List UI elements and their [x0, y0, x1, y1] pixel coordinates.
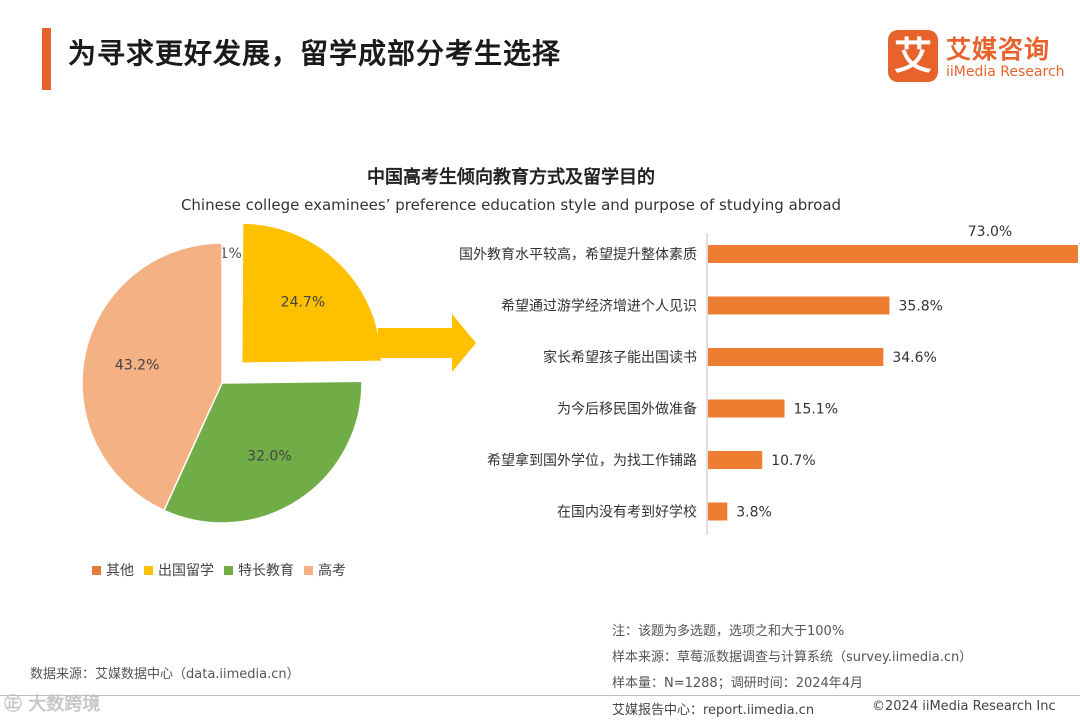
report-center-link[interactable]: 艾媒报告中心：report.iimedia.cn [612, 703, 815, 718]
logo-chinese-name: 艾媒咨询 [946, 35, 1051, 64]
pie-label-gaokao: 43.2% [115, 358, 159, 374]
page-title: 为寻求更好发展，留学成部分考生选择 [68, 37, 562, 70]
bar-value-label: 73.0% [968, 224, 1012, 240]
legend-label-gaokao: 高考 [318, 563, 346, 579]
legend-swatch-abroad [144, 565, 153, 575]
bar-0 [708, 245, 1078, 263]
footer-divider [0, 695, 1080, 696]
legend-item-gaokao: 高考 [304, 560, 346, 580]
pie-slice-gaokao [81, 242, 223, 512]
legend-item-other: 其他 [92, 560, 134, 580]
chart-subtitle: Chinese college examinees’ preference ed… [180, 196, 842, 214]
legend-item-abroad: 出国留学 [144, 560, 214, 580]
bar-5 [708, 502, 728, 521]
legend-item-special: 特长教育 [224, 560, 294, 580]
pie-label-abroad: 24.7% [281, 295, 325, 311]
pie-label-special: 32.0% [247, 449, 291, 465]
bar-category-label: 为今后移民国外做准备 [557, 401, 697, 418]
bar-value-label: 35.8% [898, 299, 942, 315]
bar-category-label: 希望拿到国外学位，为找工作铺路 [487, 452, 697, 469]
bar-value-label: 10.7% [771, 453, 815, 469]
legend-label-other: 其他 [106, 563, 134, 579]
multi-select-note: 注：该题为多选题，选项之和大于100% [612, 624, 845, 639]
pie-slice-abroad [240, 222, 383, 364]
pie-slice-special [162, 380, 363, 524]
legend-swatch-other [92, 565, 101, 575]
bar-category-label: 在国内没有考到好学校 [557, 504, 697, 521]
pie-legend: 其他 出国留学 特长教育 高考 [92, 560, 346, 580]
connector-arrow [378, 314, 476, 372]
bar-1 [708, 296, 890, 315]
bar-value-label: 3.8% [736, 505, 772, 521]
bar-value-label: 34.6% [892, 350, 936, 366]
legend-label-special: 特长教育 [238, 563, 294, 579]
bar-category-label: 国外教育水平较高，希望提升整体素质 [459, 246, 697, 263]
watermark: ㊣ 大数跨境 [4, 694, 101, 715]
bar-category-label: 家长希望孩子能出国读书 [543, 349, 697, 366]
bar-4 [708, 451, 763, 469]
legend-swatch-gaokao [304, 565, 313, 575]
logo-mark: 艾 [888, 30, 938, 82]
bar-category-label: 希望通过游学经济增进个人见识 [501, 299, 697, 315]
copyright: ©2024 iiMedia Research Inc [872, 699, 1056, 714]
logo-english-name: iiMedia Research [946, 64, 1065, 80]
bar-value-label: 15.1% [794, 402, 838, 418]
data-source-note: 数据来源：艾媒数据中心（data.iimedia.cn） [30, 667, 300, 682]
sample-size-note: 样本量：N=1288；调研时间：2024年4月 [612, 676, 864, 691]
chart-title: 中国高考生倾向教育方式及留学目的 [367, 167, 655, 188]
sample-source-note: 样本来源：草莓派数据调查与计算系统（survey.iimedia.cn） [612, 650, 973, 665]
legend-swatch-special [224, 565, 233, 575]
iimedia-logo: 艾 艾媒咨询 iiMedia Research [888, 30, 1068, 86]
title-accent-bar [42, 28, 51, 90]
legend-label-abroad: 出国留学 [158, 563, 214, 579]
bar-3 [708, 399, 785, 418]
bar-2 [708, 348, 884, 366]
